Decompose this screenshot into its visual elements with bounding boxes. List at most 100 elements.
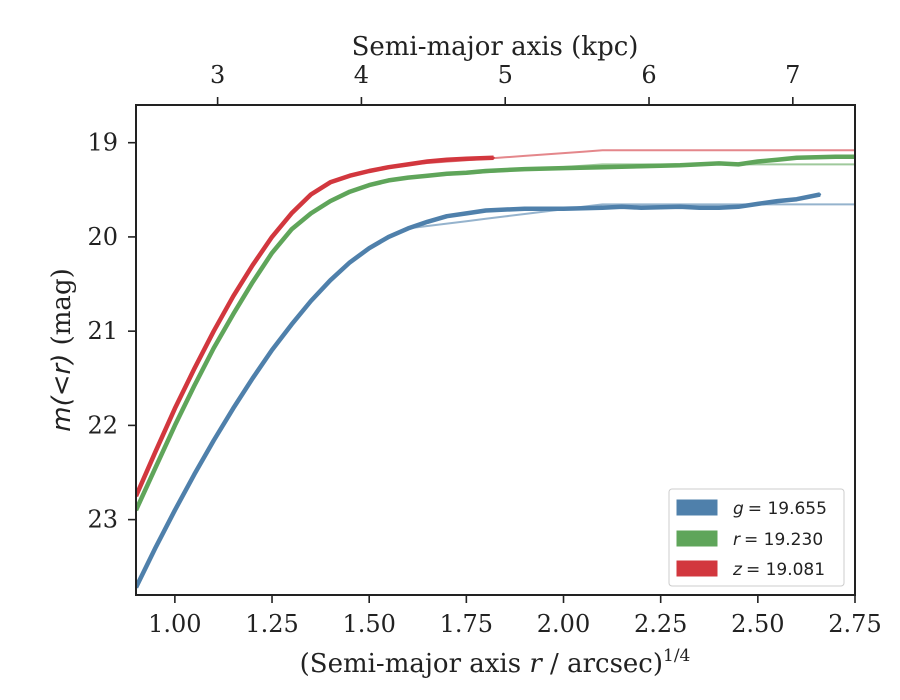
data-point-r [465,171,468,174]
legend: g = 19.655 r = 19.230 z = 19.081 [668,488,845,587]
data-point-r [329,199,332,203]
legend-swatch-z [676,560,718,577]
x-tick-label: 1.75 [440,610,493,638]
data-point-r [640,165,643,168]
top-tick-label: 4 [354,61,369,89]
data-point-g [193,473,196,476]
svg-text:g= 19.655: g = 19.655 [733,499,827,519]
top-axis-ticks: 3 4 5 6 7 [210,61,800,105]
data-point-g [406,227,410,230]
data-point-r [717,162,721,165]
legend-item-g: g = 19.655 [676,499,827,519]
data-point-g [212,439,215,442]
series-line-g [136,192,821,589]
legend-value-r: = 19.230 [744,530,823,550]
y-axis-title: m(<r) (mag) [47,268,77,431]
data-point-g [737,205,740,208]
series-lines [136,154,855,589]
data-point-g [154,546,157,550]
x-tick-label: 2.75 [828,610,881,638]
data-point-z [368,169,371,173]
legend-value-z: = 19.081 [746,560,825,580]
data-point-z [193,367,196,370]
x-axis-title: (Semi-major axis r / arcsec)1/4 [300,646,691,679]
data-point-g [776,199,779,203]
x-tick-label: 1.50 [342,610,395,638]
legend-var-r: r [733,530,741,550]
data-point-z [270,235,274,239]
top-tick-label: 3 [210,61,225,89]
x-tick-label: 1.00 [148,610,201,638]
data-point-g [523,207,526,210]
model-line-z [136,149,855,497]
data-point-r [348,190,351,193]
data-point-g [818,193,822,196]
legend-swatch-r [676,530,718,547]
data-point-z [406,163,410,166]
data-point-r [154,466,157,469]
data-point-z [465,157,468,160]
data-point-r [212,346,215,350]
data-point-r [270,251,274,255]
data-point-g [387,235,390,239]
y-tick-label: 23 [87,506,118,534]
legend-item-r: r = 19.230 [676,530,823,550]
top-tick-label: 5 [498,61,513,89]
x-axis-ticks: 1.00 1.25 1.50 1.75 2.00 2.25 2.50 2.75 [148,595,882,638]
data-point-g [270,348,274,352]
y-tick-label: 19 [87,129,118,157]
data-point-g [251,377,254,380]
data-point-g [290,323,293,326]
data-point-r [406,176,410,179]
data-point-r [523,167,526,171]
top-tick-label: 6 [641,61,656,89]
y-tick-label: 21 [87,317,118,345]
data-point-z [309,193,313,196]
data-point-r [445,172,449,175]
data-point-g [484,209,487,212]
top-axis-title: Semi-major axis (kpc) [352,32,639,62]
x-tick-label: 1.25 [245,610,298,638]
data-point-g [368,247,371,250]
legend-value-g: = 19.655 [748,499,827,519]
data-point-r [309,212,313,215]
data-point-g [309,299,313,303]
data-point-r [193,384,196,387]
data-point-z [212,330,215,333]
data-point-z [154,450,157,453]
data-point-r [368,183,371,187]
data-point-g [562,207,565,210]
y-tick-label: 20 [87,223,118,251]
data-point-g [717,206,721,209]
data-point-z [387,166,390,169]
data-point-g [601,206,604,209]
data-point-r [173,424,177,427]
legend-swatch-g [676,499,718,516]
x-tick-label: 2.25 [634,610,687,638]
data-point-z [251,264,254,267]
data-point-r [562,166,565,170]
data-point-z [232,295,235,298]
model-line-r [136,163,855,511]
svg-text:z= 19.081: z = 19.081 [732,560,825,580]
data-point-g [445,215,449,218]
data-point-r [251,281,254,284]
data-point-r [232,313,235,316]
top-tick-label: 7 [785,61,800,89]
svg-text:r= 19.230: r = 19.230 [733,530,823,550]
data-point-g [173,509,177,512]
data-point-r [678,164,682,167]
data-point-r [426,174,429,177]
data-point-z [329,181,332,184]
data-point-r [834,155,837,158]
legend-item-z: z = 19.081 [676,560,825,580]
y-axis-ticks: 19 20 21 22 23 [87,129,136,534]
data-point-r [756,160,759,163]
data-point-r [387,179,390,182]
x-tick-label: 2.50 [731,610,784,638]
data-point-z [426,160,429,163]
data-point-g [640,206,643,209]
data-point-r [737,163,740,166]
data-point-g [465,212,468,215]
